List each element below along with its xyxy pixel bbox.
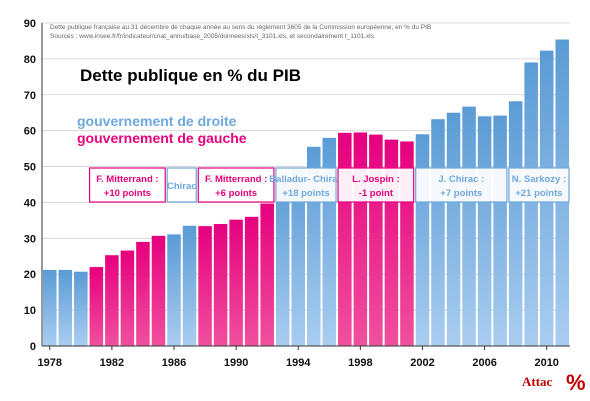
annotation-change: +6 points: [215, 188, 257, 199]
bar-2003: [431, 119, 445, 346]
bar-1981: [89, 267, 104, 346]
y-tick-label: 70: [24, 90, 36, 102]
chart-note-1: Dette publique française au 31 décembre …: [50, 24, 431, 31]
y-tick-label: 40: [24, 197, 36, 209]
bar-1992: [260, 203, 274, 346]
y-tick-label: 20: [24, 269, 36, 281]
x-tick-label: 1986: [162, 357, 186, 369]
bar-1990: [229, 219, 243, 346]
annotation-box: Balladur- Chirac +18 points: [269, 167, 343, 203]
x-tick-label: 1982: [100, 357, 124, 369]
annotation-frame: [337, 167, 415, 203]
annotation-name: Balladur- Chirac: [269, 174, 342, 185]
bar-2009: [524, 62, 538, 346]
bar-1983: [120, 250, 135, 346]
y-tick-label: 10: [24, 305, 36, 317]
bar-1984: [136, 241, 150, 346]
annotation-change: +18 points: [282, 188, 329, 199]
annotation-change: +10 points: [104, 188, 151, 199]
bar-2004: [446, 112, 461, 346]
bar-1993: [275, 180, 290, 346]
annotation-box: F. Mitterrand : +10 points: [88, 167, 166, 203]
y-tick-label: 80: [24, 54, 36, 66]
annotation-frame: [88, 167, 166, 203]
legend-droite: gouvernement de droite: [77, 113, 237, 129]
bar-1978: [43, 269, 57, 346]
annotation-box: F. Mitterrand : +6 points: [197, 167, 275, 203]
annotation-frame: [197, 167, 275, 203]
attac-logo: Attac %: [522, 370, 586, 395]
bar-2002: [415, 134, 430, 346]
annotation-change: +21 points: [515, 188, 562, 199]
annotation-box: Chirac: [166, 167, 197, 203]
bar-1999: [369, 134, 383, 346]
x-tick-label: 2002: [410, 357, 434, 369]
annotation-frame: [508, 167, 570, 203]
bar-1985: [151, 235, 166, 346]
axes: 0 10 20 30 40 50 60 70 80 90 1978 1982 1986 1990 1994 1…: [24, 18, 570, 369]
annotation-frame: [166, 167, 197, 203]
bar-2006: [477, 116, 492, 346]
annotation-name: Chirac: [167, 181, 197, 192]
x-tick-label: 1998: [348, 357, 372, 369]
bar-1997: [338, 132, 352, 346]
annotation-name: N. Sarkozy :: [512, 174, 566, 185]
bar-2005: [462, 106, 476, 346]
y-tick-label: 90: [24, 18, 36, 30]
bar-1987: [182, 225, 197, 346]
annotation-frame: [275, 167, 337, 203]
x-tick-label: 1990: [224, 357, 248, 369]
y-tick-label: 50: [24, 162, 36, 174]
chart-note-2: Sources : www.insee.fr/fr/indicateur/cna…: [50, 33, 375, 40]
logo-text: Attac: [522, 374, 553, 389]
bar-2007: [493, 115, 507, 347]
annotation-name: J. Chirac :: [438, 174, 484, 185]
x-tick-label: 1994: [286, 357, 311, 369]
y-tick-label: 60: [24, 126, 36, 138]
x-tick-label: 2006: [472, 357, 496, 369]
annotation-box: J. Chirac : +7 points: [415, 167, 508, 203]
annotation-name: F. Mitterrand :: [96, 174, 158, 185]
bar-1998: [353, 132, 368, 346]
bar-1982: [105, 255, 119, 346]
annotation-box: N. Sarkozy : +21 points: [508, 167, 570, 203]
y-tick-label: 30: [24, 233, 36, 245]
bar-1988: [198, 226, 212, 346]
x-tick-label: 2010: [534, 357, 558, 369]
legend-gauche: gouvernement de gauche: [77, 130, 247, 146]
bar-1994: [291, 168, 305, 346]
bar-1989: [213, 223, 228, 346]
y-tick-label: 0: [30, 341, 36, 353]
annotation-frame: [415, 167, 508, 203]
x-tick-label: 1978: [38, 357, 62, 369]
bar-1979: [58, 269, 73, 346]
bar-1980: [74, 271, 88, 346]
annotation-change: -1 point: [359, 188, 394, 199]
bar-2008: [508, 101, 523, 346]
bar-1991: [244, 216, 259, 346]
annotation-change: +7 points: [440, 188, 482, 199]
logo-percent-icon: %: [566, 370, 586, 395]
bar-1986: [167, 234, 181, 346]
annotation-name: L. Jospin :: [352, 174, 400, 185]
annotation-box: L. Jospin : -1 point: [337, 167, 415, 203]
chart-title: Dette publique en % du PIB: [80, 66, 301, 85]
annotation-name: F. Mitterrand :: [205, 174, 267, 185]
